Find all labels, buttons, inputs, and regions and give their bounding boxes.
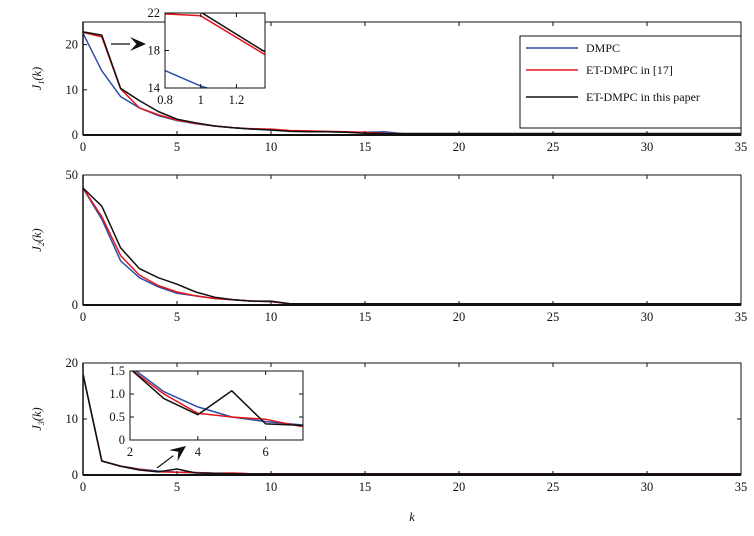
panel-2-y-tick-label: 50: [66, 168, 79, 182]
panel-1-axes: 0 5 10 15 20 25 30 35 0 10 20: [66, 21, 748, 154]
panel-1-y-tick-label: 20: [66, 38, 79, 52]
panel-1-inset-x-tick-label: 1: [198, 93, 204, 107]
panel-3-inset-axes: 2 4 6 0 0.5 1.0 1.5: [109, 364, 304, 459]
legend-box: [519, 35, 742, 129]
panel-1-lines: [83, 31, 741, 135]
panel-3-x-tick-label: 25: [547, 480, 560, 494]
panel-1-inset-y-tick-label: 22: [148, 6, 161, 20]
panel-3-inset-arrow-shaft: [156, 455, 174, 469]
legend-entry: ET-DMPC in this paper: [586, 90, 700, 104]
panel-3-y-tick-label: 0: [72, 468, 78, 482]
panel-3-ylabel-sub: 3: [37, 421, 46, 426]
panel-3-inset-lines: [131, 371, 303, 427]
panel-3-inset-x-tick-label: 6: [263, 445, 269, 459]
panel-2-axes: 0 5 10 15 20 25 30 35 0 50: [66, 168, 748, 324]
panel-2-x-tick-label: 20: [453, 310, 466, 324]
panel-3-x-tick-label: 30: [641, 480, 654, 494]
legend-entry: DMPC: [586, 41, 620, 55]
panel-3-x-tick-label: 10: [265, 480, 278, 494]
panel-2-series-et-dmpc-in-this-paper: [83, 187, 741, 305]
panel-1-inset-arrow-head: [130, 37, 146, 51]
panel-2-x-tick-label: 5: [174, 310, 180, 324]
panel-3-inset-y-tick-label: 1.0: [109, 387, 125, 401]
panel-3-y-tick-label: 20: [66, 356, 79, 370]
panel-1-x-tick-label: 5: [174, 140, 180, 154]
panel-3-inset-arrow: [156, 446, 186, 469]
panel-1-x-tick-label: 15: [359, 140, 372, 154]
panel-3-ylabel: J3(k): [30, 407, 46, 430]
panel-2-y-tick-label: 0: [72, 298, 78, 312]
panel-3-inset-y-tick-label: 0: [119, 433, 125, 447]
panel-2-x-tick-label: 35: [735, 310, 748, 324]
panel-1-inset-x-tick-label: 1.2: [229, 93, 245, 107]
panel-3-series-et-dmpc-in-this-paper: [83, 374, 741, 475]
panel-1-inset-y-tick-label: 14: [148, 81, 161, 95]
panel-3-inset-series-dmpc: [134, 371, 303, 426]
panel-3-inset-x-tick-label: 4: [195, 445, 202, 459]
panel-3-inset-arrow-head: [169, 446, 186, 462]
panel-2-ylabel-arg: (k): [30, 228, 44, 242]
panel-3-inset-y-tick-label: 1.5: [109, 364, 125, 378]
panel-1-inset-x-tick-label: 0.8: [157, 93, 173, 107]
panel-1-x-tick-label: 30: [641, 140, 654, 154]
panel-1-ylabel-sub: 1: [37, 81, 46, 85]
panel-3-lines: [83, 374, 741, 475]
panel-1-x-tick-label: 35: [735, 140, 748, 154]
panel-1-inset-y-tick-label: 18: [148, 44, 161, 58]
panel-3-inset-x-tick-label: 2: [127, 445, 133, 459]
panel-1-inset-arrow: [111, 37, 146, 51]
panel-3-xlabel: k: [409, 510, 415, 524]
panel-1-ylabel-arg: (k): [30, 67, 44, 81]
panel-1-x-tick-label: 20: [453, 140, 466, 154]
panel-3-inset-background: [130, 371, 303, 440]
panel-1-x-tick-label: 10: [265, 140, 278, 154]
panel-2-x-tick-label: 15: [359, 310, 372, 324]
panel-2-x-tick-label: 0: [80, 310, 86, 324]
panel-2-lines: [83, 187, 741, 305]
panel-3-x-tick-label: 35: [735, 480, 748, 494]
legend: DMPC ET-DMPC in [17] ET-DMPC in this paper: [519, 35, 742, 129]
panel-3-ylabel-main: J: [30, 424, 44, 431]
panel-2-ylabel-main: J: [30, 245, 44, 252]
panel-1-x-tick-label: 0: [80, 140, 86, 154]
panel-1-series-et-dmpc-in-this-paper: [83, 31, 741, 135]
legend-entry: ET-DMPC in [17]: [586, 63, 673, 77]
panel-1-y-tick-label: 10: [66, 83, 79, 97]
panel-2-ylabel: J2(k): [30, 228, 46, 251]
panel-1-x-tick-label: 25: [547, 140, 560, 154]
panel-1-y-tick-label: 0: [72, 128, 78, 142]
panel-2-x-tick-label: 10: [265, 310, 278, 324]
panel-1-ylabel-main: J: [30, 83, 44, 90]
panel-3-inset-series-et-dmpc-in-this-paper: [131, 371, 303, 427]
panel-1-ylabel: J1(k): [30, 67, 46, 90]
panel-3-ylabel-arg: (k): [30, 407, 44, 421]
panel-1-inset-background: [165, 13, 265, 88]
panel-2-ylabel-sub: 2: [37, 242, 46, 246]
panel-2-x-tick-label: 30: [641, 310, 654, 324]
panel-3-y-tick-label: 10: [66, 412, 79, 426]
panel-2-x-tick-label: 25: [547, 310, 560, 324]
panel-3-inset-y-tick-label: 0.5: [109, 410, 125, 424]
panel-1-inset-axes: 0.8 1 1.2 14 18 22: [148, 6, 266, 107]
panel-3-x-tick-label: 20: [453, 480, 466, 494]
panel-3-x-tick-label: 15: [359, 480, 372, 494]
panel-3-x-tick-label: 0: [80, 480, 86, 494]
panel-3-x-tick-label: 5: [174, 480, 180, 494]
